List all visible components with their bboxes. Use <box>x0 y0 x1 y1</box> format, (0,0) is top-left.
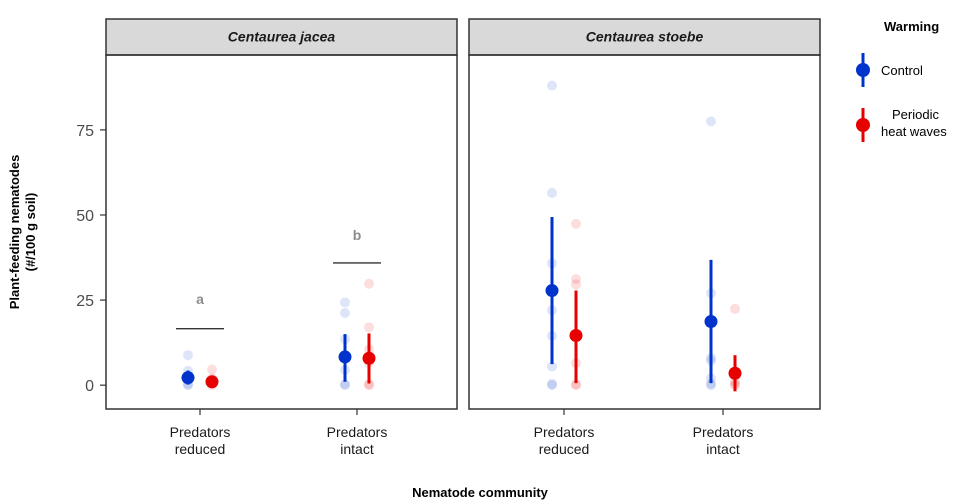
mean-point <box>181 371 195 385</box>
x-axis-title: Nematode community <box>412 485 549 500</box>
raw-data-point <box>340 379 350 390</box>
raw-data-point <box>340 380 350 391</box>
mean-point <box>338 350 352 364</box>
raw-data-point <box>571 279 581 290</box>
raw-data-point <box>183 350 193 361</box>
raw-data-point <box>364 278 374 289</box>
y-tick-label: 0 <box>85 378 94 395</box>
y-axis: 0 25 50 75 <box>76 123 106 395</box>
raw-data-point <box>364 322 374 333</box>
raw-data-point <box>571 380 581 391</box>
legend-entry: Periodic heat waves <box>856 107 947 142</box>
raw-data-point <box>340 308 350 319</box>
significance-letter: b <box>353 227 362 243</box>
mean-point <box>569 328 583 342</box>
x-tick-label: Predators reduced <box>534 424 595 457</box>
facet-panel: Centaurea jacea Predators reduced Predators… <box>105 18 458 457</box>
facet-panel: Centaurea stoebe Predators reduced Predator… <box>468 18 821 457</box>
raw-data-point <box>706 116 716 127</box>
mean-point <box>205 375 219 389</box>
facet-strip <box>105 18 458 56</box>
mean-point <box>362 351 376 365</box>
significance-letter: a <box>196 291 204 307</box>
legend-label: Periodic heat waves <box>881 107 947 139</box>
raw-data-point <box>547 380 557 391</box>
legend-entry: Control <box>856 53 923 87</box>
raw-data-point <box>571 379 581 390</box>
x-tick-label: Predators intact <box>693 424 754 457</box>
x-tick-label: Predators intact <box>327 424 388 457</box>
mean-point <box>728 366 742 380</box>
facet-title: Centaurea stoebe <box>586 29 704 45</box>
y-axis-title: Plant-feeding nematodes(#/100 g soil) <box>7 155 38 310</box>
y-tick-label: 50 <box>76 208 94 225</box>
legend-key-point <box>856 118 870 132</box>
raw-data-point <box>571 218 581 229</box>
x-tick-label: Predators reduced <box>170 424 231 457</box>
legend-title: Warming <box>884 19 939 34</box>
raw-data-point <box>547 361 557 372</box>
raw-data-point <box>340 297 350 308</box>
legend-key-point <box>856 63 870 77</box>
raw-data-point <box>364 380 374 391</box>
raw-data-point <box>364 379 374 390</box>
panel-border <box>468 54 821 410</box>
raw-data-point <box>706 380 716 391</box>
raw-data-point <box>207 364 217 375</box>
y-tick-label: 25 <box>76 293 94 310</box>
mean-point <box>545 284 559 298</box>
raw-data-point <box>547 187 557 198</box>
raw-data-point <box>547 378 557 389</box>
legend-label: Control <box>881 63 923 78</box>
legend: Warming Control Periodic heat waves <box>856 19 947 142</box>
raw-data-point <box>547 80 557 91</box>
raw-data-point <box>571 273 581 284</box>
raw-data-point <box>706 378 716 389</box>
panel-border <box>105 54 458 410</box>
mean-point <box>704 315 718 329</box>
facets: Centaurea jacea Predators reduced Predators… <box>105 18 821 457</box>
facet-title: Centaurea jacea <box>228 29 336 45</box>
y-tick-label: 75 <box>76 123 94 140</box>
raw-data-point <box>730 303 740 314</box>
